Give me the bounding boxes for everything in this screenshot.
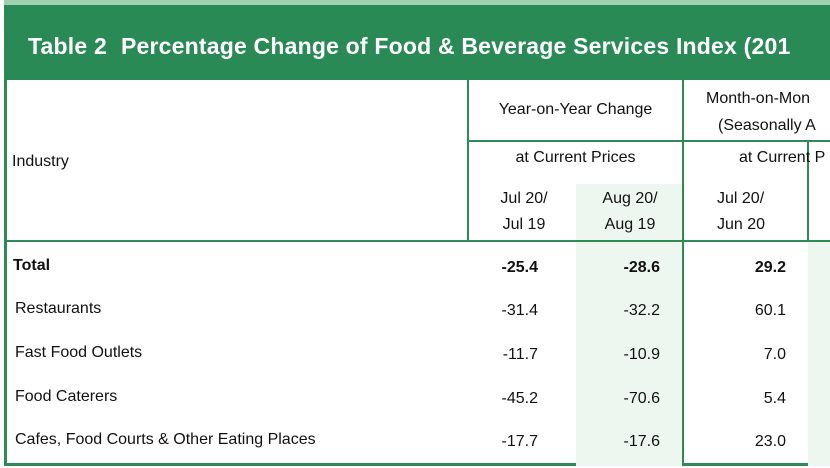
row-label: Total <box>13 257 51 274</box>
period-3-line1: Jul 20/ <box>717 190 765 207</box>
period-1-line2: Jul 19 <box>502 216 546 233</box>
table-title: Table 2 Percentage Change of Food & Bever… <box>28 33 790 60</box>
row-label: Food Caterers <box>15 388 118 405</box>
row-value-yoy-aug: -28.6 <box>623 259 660 276</box>
industry-header: Industry <box>12 153 69 170</box>
divider-mid <box>682 80 684 466</box>
row-value-yoy-aug: -17.6 <box>623 433 660 450</box>
period-1-line1: Jul 20/ <box>500 190 548 207</box>
mom-prices-label: at Current P <box>739 149 826 166</box>
row-label: Cafes, Food Courts & Other Eating Places <box>15 431 316 448</box>
row-value-mom-jul: 23.0 <box>754 433 786 450</box>
table-number: Table 2 <box>28 33 107 59</box>
highlight-column-right <box>808 240 830 466</box>
row-value-yoy-jul: -31.4 <box>501 302 538 319</box>
row-value-yoy-jul: -45.2 <box>501 390 538 407</box>
row-value-yoy-aug: -70.6 <box>623 390 660 407</box>
mom-header-line1: Month-on-Mon <box>706 90 811 107</box>
title-bar: Table 2 Percentage Change of Food & Bever… <box>4 0 830 80</box>
yoy-header: Year-on-Year Change <box>498 101 653 118</box>
period-2-line1: Aug 20/ <box>602 190 658 207</box>
row-value-mom-jul: 29.2 <box>754 259 786 276</box>
period-3-line2: Jun 20 <box>717 216 766 233</box>
row-label: Restaurants <box>15 300 102 317</box>
divider-header-yoy <box>469 140 830 142</box>
yoy-prices-label: at Current Prices <box>515 149 636 166</box>
mom-header-line2: (Seasonally A <box>718 117 816 134</box>
row-value-yoy-jul: -25.4 <box>501 259 538 276</box>
row-label: Fast Food Outlets <box>15 344 143 361</box>
divider-header-bottom <box>7 240 830 242</box>
row-value-yoy-jul: -11.7 <box>502 346 538 363</box>
row-value-yoy-aug: -32.2 <box>623 302 660 319</box>
highlight-column <box>576 184 682 466</box>
row-value-mom-jul: 7.0 <box>763 346 786 363</box>
row-value-mom-jul: 60.1 <box>754 302 786 319</box>
row-value-yoy-aug: -10.9 <box>623 346 660 363</box>
divider-left <box>467 80 469 240</box>
table-frame <box>4 0 830 466</box>
period-2-line2: Aug 19 <box>604 216 656 233</box>
row-value-mom-jul: 5.4 <box>763 390 786 407</box>
row-value-yoy-jul: -17.7 <box>501 433 538 450</box>
table-title-text: Percentage Change of Food & Beverage Ser… <box>120 33 791 59</box>
divider-col-right <box>807 140 809 240</box>
